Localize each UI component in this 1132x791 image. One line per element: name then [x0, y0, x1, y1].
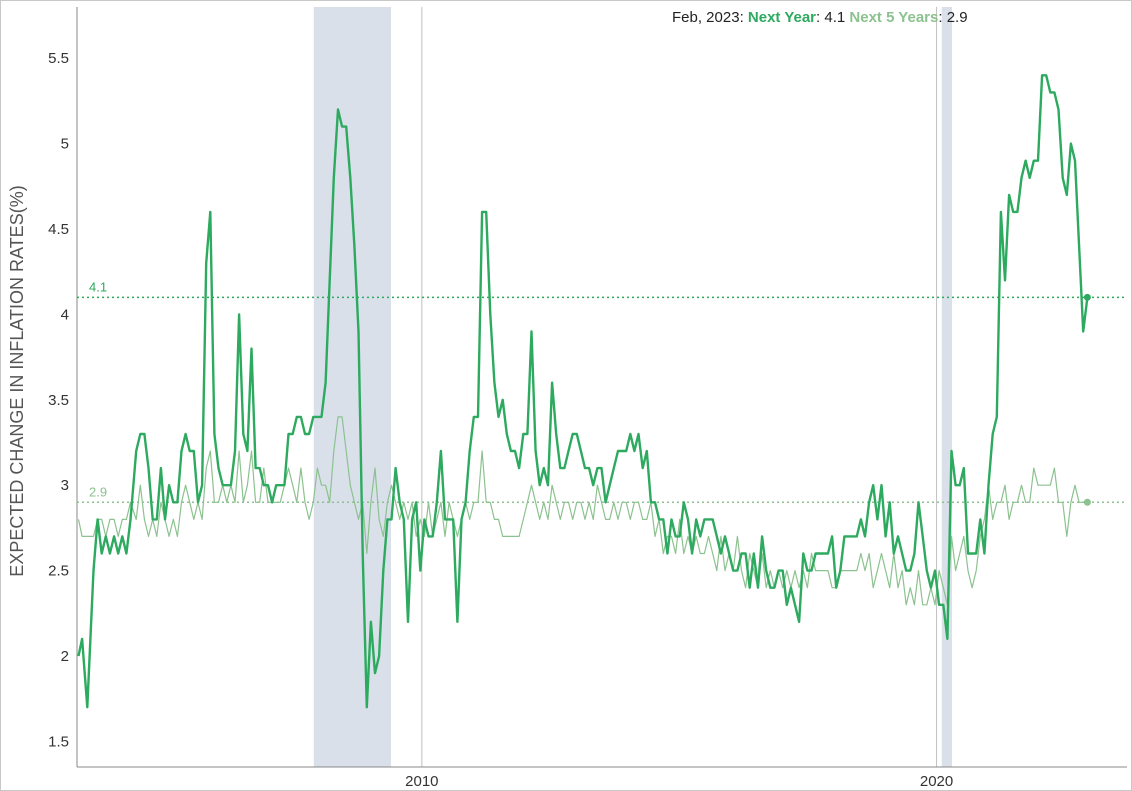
- readout-series2-name: Next 5 Years: [849, 9, 939, 26]
- reference-label-0: 4.1: [89, 279, 107, 294]
- hover-readout: Feb, 2023: Next Year: 4.1 Next 5 Years: …: [672, 9, 968, 26]
- y-tick-label-7: 5: [61, 136, 69, 153]
- x-tick-label-0: 2010: [405, 773, 438, 790]
- y-tick-label-2: 2.5: [48, 563, 69, 580]
- readout-series2-sep: :: [938, 9, 947, 26]
- y-tick-label-5: 4: [61, 306, 69, 323]
- y-tick-label-0: 1.5: [48, 733, 69, 750]
- y-tick-label-1: 2: [61, 648, 69, 665]
- y-tick-label-4: 3.5: [48, 392, 69, 409]
- recession-band-0: [313, 7, 391, 767]
- y-tick-label-8: 5.5: [48, 50, 69, 67]
- y-tick-label-3: 3: [61, 477, 69, 494]
- reference-label-1: 2.9: [89, 484, 107, 499]
- x-tick-label-1: 2020: [920, 773, 953, 790]
- series-line-next-year: [77, 74, 1089, 709]
- end-marker-next-5-years: [1083, 498, 1091, 506]
- readout-series1-value: 4.1: [824, 9, 846, 26]
- y-axis-label: EXPECTED CHANGE IN INFLATION RATES(%): [7, 185, 27, 576]
- readout-series1-sep: :: [816, 9, 825, 26]
- recession-band-1: [941, 7, 952, 767]
- end-marker-next-year: [1083, 293, 1091, 301]
- readout-series2-value: 2.9: [946, 9, 968, 26]
- series-line-next-5-years: [77, 416, 1088, 606]
- readout-date: Feb, 2023: [672, 9, 740, 26]
- readout-series1-name: Next Year: [747, 9, 817, 26]
- y-tick-label-6: 4.5: [48, 221, 69, 238]
- readout-sep: :: [739, 9, 748, 26]
